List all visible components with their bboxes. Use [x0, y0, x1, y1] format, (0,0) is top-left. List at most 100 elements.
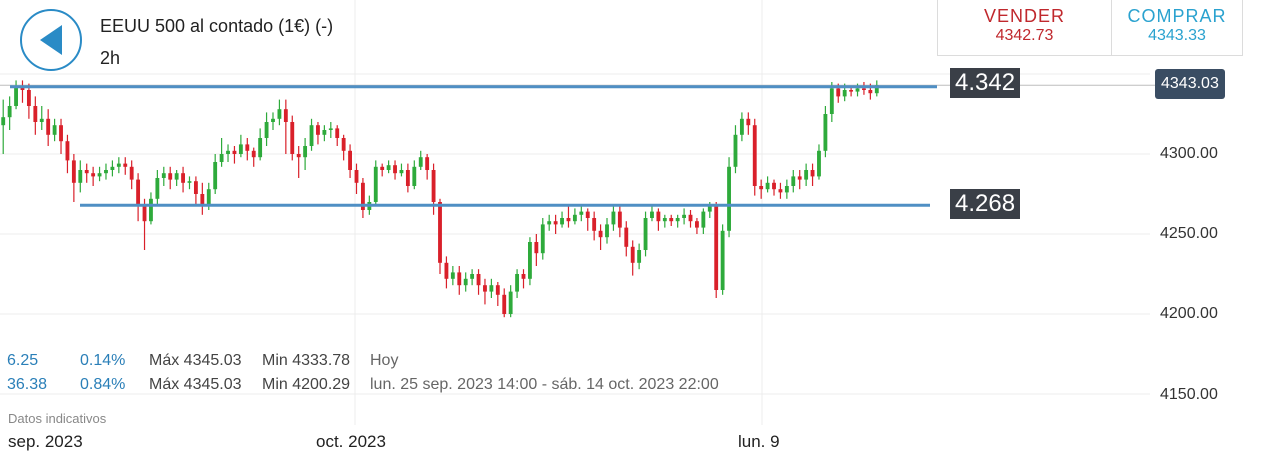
candle-body: [296, 154, 301, 158]
candle-body: [572, 214, 577, 222]
candle-body: [328, 128, 333, 130]
candle-body: [309, 125, 314, 146]
candle-body: [283, 109, 288, 122]
y-tick-label: 4300.00: [1160, 145, 1218, 162]
candle-body: [855, 88, 860, 92]
candle-body: [675, 218, 680, 222]
candle-body: [688, 214, 693, 222]
candle-body: [829, 88, 834, 114]
candle-body: [592, 218, 597, 231]
candle-body: [695, 221, 699, 228]
candle-body: [322, 130, 327, 135]
candle-body: [823, 114, 828, 151]
candle-body: [515, 274, 520, 292]
candle-body: [714, 205, 719, 290]
candle-body: [727, 166, 731, 231]
candle-body: [553, 221, 558, 225]
candle-body: [624, 227, 629, 247]
candle-body: [136, 179, 141, 206]
back-arrow-icon: [40, 25, 62, 55]
candle-body: [39, 118, 44, 122]
candle-body: [335, 128, 340, 138]
candle-body: [65, 141, 70, 161]
candle-body: [193, 181, 198, 194]
candle-body: [508, 291, 513, 314]
candle-body: [97, 173, 102, 177]
candle-body: [739, 118, 744, 135]
candle-body: [547, 221, 552, 225]
candle-body: [20, 86, 25, 90]
candle-body: [264, 122, 269, 138]
candle-body: [784, 186, 789, 193]
buy-button[interactable]: COMPRAR 4343.33: [1111, 0, 1243, 56]
candle-body: [110, 166, 115, 170]
candle-body: [765, 182, 770, 190]
candle-body: [669, 218, 674, 222]
max-value: Máx 4345.03: [149, 352, 242, 369]
current-price-tag: 4343.03: [1155, 69, 1225, 99]
min-value: Min 4200.29: [262, 376, 351, 393]
candle-body: [232, 150, 237, 154]
candle-body: [746, 118, 751, 126]
back-button[interactable]: [20, 9, 82, 71]
candle-body: [33, 106, 38, 122]
candle-body: [772, 182, 776, 190]
level-high-label[interactable]: 4.342: [950, 68, 1021, 98]
candle-body: [277, 109, 282, 119]
candle-body: [7, 106, 12, 118]
candle-body: [457, 272, 462, 286]
candle-body: [598, 230, 603, 238]
candle-body: [245, 144, 250, 151]
candle-body: [707, 205, 712, 212]
candle-body: [643, 218, 648, 250]
timeframe-selector[interactable]: 2h: [100, 48, 121, 68]
candle-body: [476, 274, 481, 286]
candle-body: [862, 88, 866, 90]
candle-body: [682, 214, 687, 218]
buy-price: 4343.33: [1148, 27, 1206, 44]
y-tick-label: 4250.00: [1160, 225, 1218, 242]
candle-body: [836, 88, 841, 97]
candle-body: [348, 150, 352, 170]
candle-body: [528, 242, 532, 279]
candle-body: [316, 125, 320, 135]
sell-price: 4342.73: [995, 27, 1054, 44]
candle-body: [431, 170, 436, 202]
candle-body: [483, 285, 487, 292]
x-tick-label: sep. 2023: [8, 432, 83, 451]
candle-body: [733, 134, 738, 167]
candle-body: [14, 86, 18, 106]
level-low-label[interactable]: 4.268: [950, 189, 1021, 219]
candle-body: [399, 170, 404, 174]
candle-body: [393, 165, 397, 174]
candle-body: [611, 211, 616, 225]
candle-body: [1, 117, 6, 126]
candle-body: [84, 170, 89, 174]
candle-body: [116, 163, 121, 167]
change-percent: 0.14%: [80, 352, 126, 369]
candle-body: [373, 166, 378, 202]
candle-body: [181, 173, 185, 183]
candle-body: [206, 189, 211, 206]
candle-body: [386, 165, 391, 170]
candle-body: [585, 211, 590, 218]
candle-body: [444, 262, 449, 279]
y-tick-label: 4150.00: [1160, 386, 1218, 403]
candle-body: [605, 224, 609, 238]
candle-body: [502, 294, 507, 314]
candle-body: [521, 274, 526, 279]
candle-body: [341, 138, 346, 151]
sell-label: VENDER: [983, 6, 1065, 26]
candle-body: [71, 160, 76, 183]
period-label: Hoy: [370, 352, 399, 369]
candle-body: [161, 173, 166, 178]
candle-body: [450, 272, 455, 279]
change-value: 6.25: [7, 352, 39, 369]
candle-body: [701, 211, 706, 228]
change-value: 36.38: [7, 376, 48, 393]
candle-body: [360, 182, 365, 210]
candle-body: [791, 176, 796, 186]
sell-button[interactable]: VENDER 4342.73: [937, 0, 1112, 56]
x-tick-label: oct. 2023: [316, 432, 386, 451]
